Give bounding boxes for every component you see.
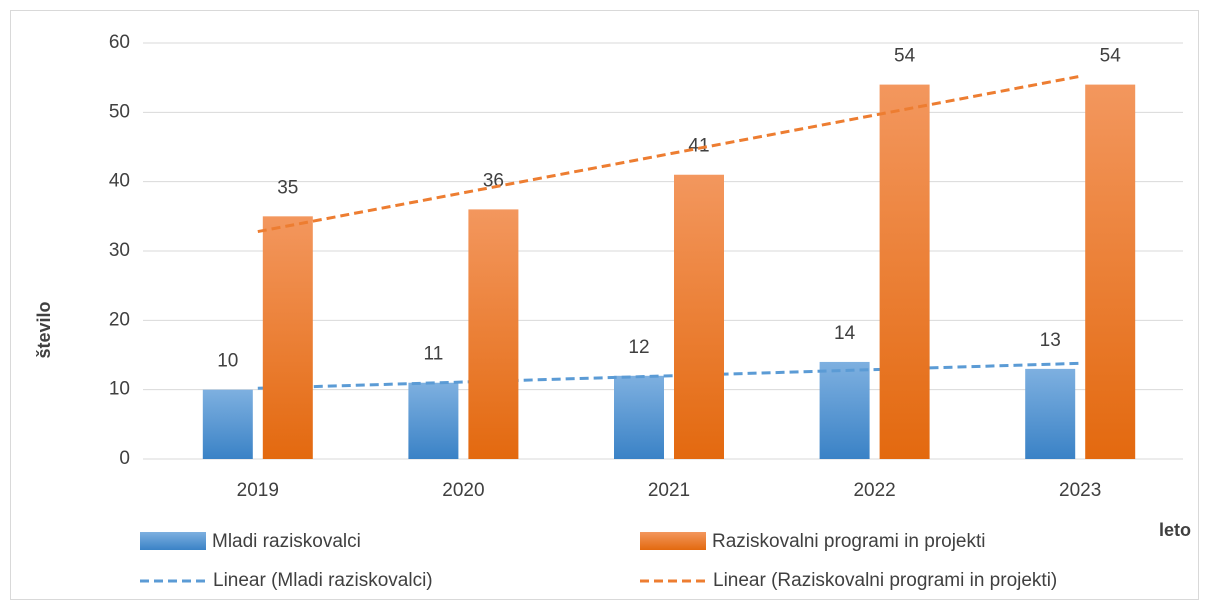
y-tick-label: 40 bbox=[109, 171, 130, 192]
x-tick-label: 2023 bbox=[1059, 480, 1101, 501]
bar bbox=[879, 84, 930, 459]
legend-label: Linear (Mladi raziskovalci) bbox=[213, 570, 433, 591]
x-tick-label: 2022 bbox=[853, 480, 895, 501]
data-label: 35 bbox=[277, 177, 298, 198]
data-label: 41 bbox=[688, 136, 709, 157]
data-label: 11 bbox=[424, 344, 444, 365]
bar bbox=[614, 375, 664, 459]
data-label: 10 bbox=[217, 351, 238, 372]
chart-border bbox=[10, 10, 1199, 600]
bar bbox=[408, 382, 459, 459]
data-label: 12 bbox=[628, 337, 649, 358]
x-tick-label: 2019 bbox=[237, 480, 279, 501]
bar bbox=[1085, 84, 1136, 459]
data-label: 13 bbox=[1040, 330, 1061, 351]
bar bbox=[262, 216, 313, 459]
bar bbox=[674, 174, 724, 459]
legend-swatch bbox=[140, 532, 206, 550]
bar bbox=[202, 389, 253, 459]
y-tick-label: 30 bbox=[109, 240, 130, 261]
legend-label: Mladi raziskovalci bbox=[212, 531, 361, 552]
y-tick-label: 0 bbox=[119, 448, 130, 469]
bar bbox=[468, 209, 519, 459]
data-label: 54 bbox=[894, 46, 916, 67]
bar bbox=[819, 361, 870, 459]
legend-label: Raziskovalni programi in projekti bbox=[712, 531, 986, 552]
y-axis-label: število bbox=[34, 301, 54, 358]
data-label: 54 bbox=[1100, 46, 1122, 67]
data-label: 14 bbox=[834, 323, 856, 344]
trendline bbox=[257, 361, 1081, 390]
x-axis-label: leto bbox=[1159, 520, 1191, 540]
y-tick-label: 60 bbox=[109, 32, 130, 53]
bar bbox=[1025, 368, 1076, 459]
legend-label: Linear (Raziskovalni programi in projekt… bbox=[713, 570, 1057, 591]
x-tick-label: 2020 bbox=[442, 480, 484, 501]
y-tick-label: 50 bbox=[109, 101, 130, 122]
x-tick-label: 2021 bbox=[648, 480, 690, 501]
y-tick-label: 10 bbox=[109, 379, 130, 400]
y-tick-label: 20 bbox=[109, 309, 130, 330]
legend-swatch bbox=[640, 532, 706, 550]
